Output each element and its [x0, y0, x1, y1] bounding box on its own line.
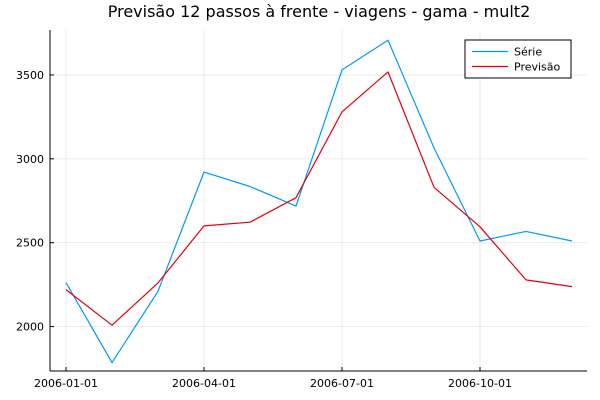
y-tick-label: 2500 — [16, 237, 44, 250]
data-point-serie — [157, 290, 160, 293]
data-point-previsao — [387, 70, 390, 73]
data-point-previsao — [203, 224, 206, 227]
x-tick-label: 2006-07-01 — [310, 377, 374, 390]
series-line-serie — [65, 39, 573, 364]
data-point-previsao — [433, 186, 436, 189]
data-point-serie — [341, 68, 344, 71]
x-tick-label: 2006-01-01 — [34, 377, 98, 390]
data-point-serie — [387, 39, 390, 42]
data-point-previsao — [65, 288, 68, 291]
plot-area — [65, 39, 574, 364]
y-tick-label: 3000 — [16, 153, 44, 166]
data-point-previsao — [571, 285, 574, 288]
data-point-previsao — [157, 281, 160, 284]
data-point-previsao — [111, 324, 114, 327]
data-point-previsao — [341, 110, 344, 113]
data-point-previsao — [479, 225, 482, 228]
data-point-serie — [479, 240, 482, 243]
y-tick-label: 3500 — [16, 69, 44, 82]
y-tick-label: 2000 — [16, 321, 44, 334]
data-point-previsao — [525, 278, 528, 281]
data-point-serie — [525, 230, 528, 233]
legend: Série Previsão — [464, 39, 572, 79]
data-point-serie — [571, 240, 574, 243]
data-point-serie — [249, 185, 252, 188]
x-tick-label: 2006-10-01 — [448, 377, 512, 390]
data-point-serie — [65, 281, 68, 284]
axis-ticks: 2000 2500 3000 3500 2006-01-01 2006-04-01 2006… — [16, 69, 512, 390]
series-line-previsao — [65, 71, 573, 326]
data-point-previsao — [249, 221, 252, 224]
legend-box — [464, 39, 572, 79]
legend-label-previsao: Previsão — [514, 61, 561, 74]
data-point-previsao — [295, 196, 298, 199]
data-point-serie — [295, 205, 298, 208]
grid — [50, 30, 587, 371]
data-point-serie — [433, 146, 436, 149]
data-point-serie — [111, 361, 114, 364]
data-point-serie — [203, 171, 206, 174]
chart-title: Previsão 12 passos à frente - viagens - … — [108, 2, 531, 21]
x-tick-label: 2006-04-01 — [172, 377, 236, 390]
legend-label-serie: Série — [514, 46, 542, 59]
